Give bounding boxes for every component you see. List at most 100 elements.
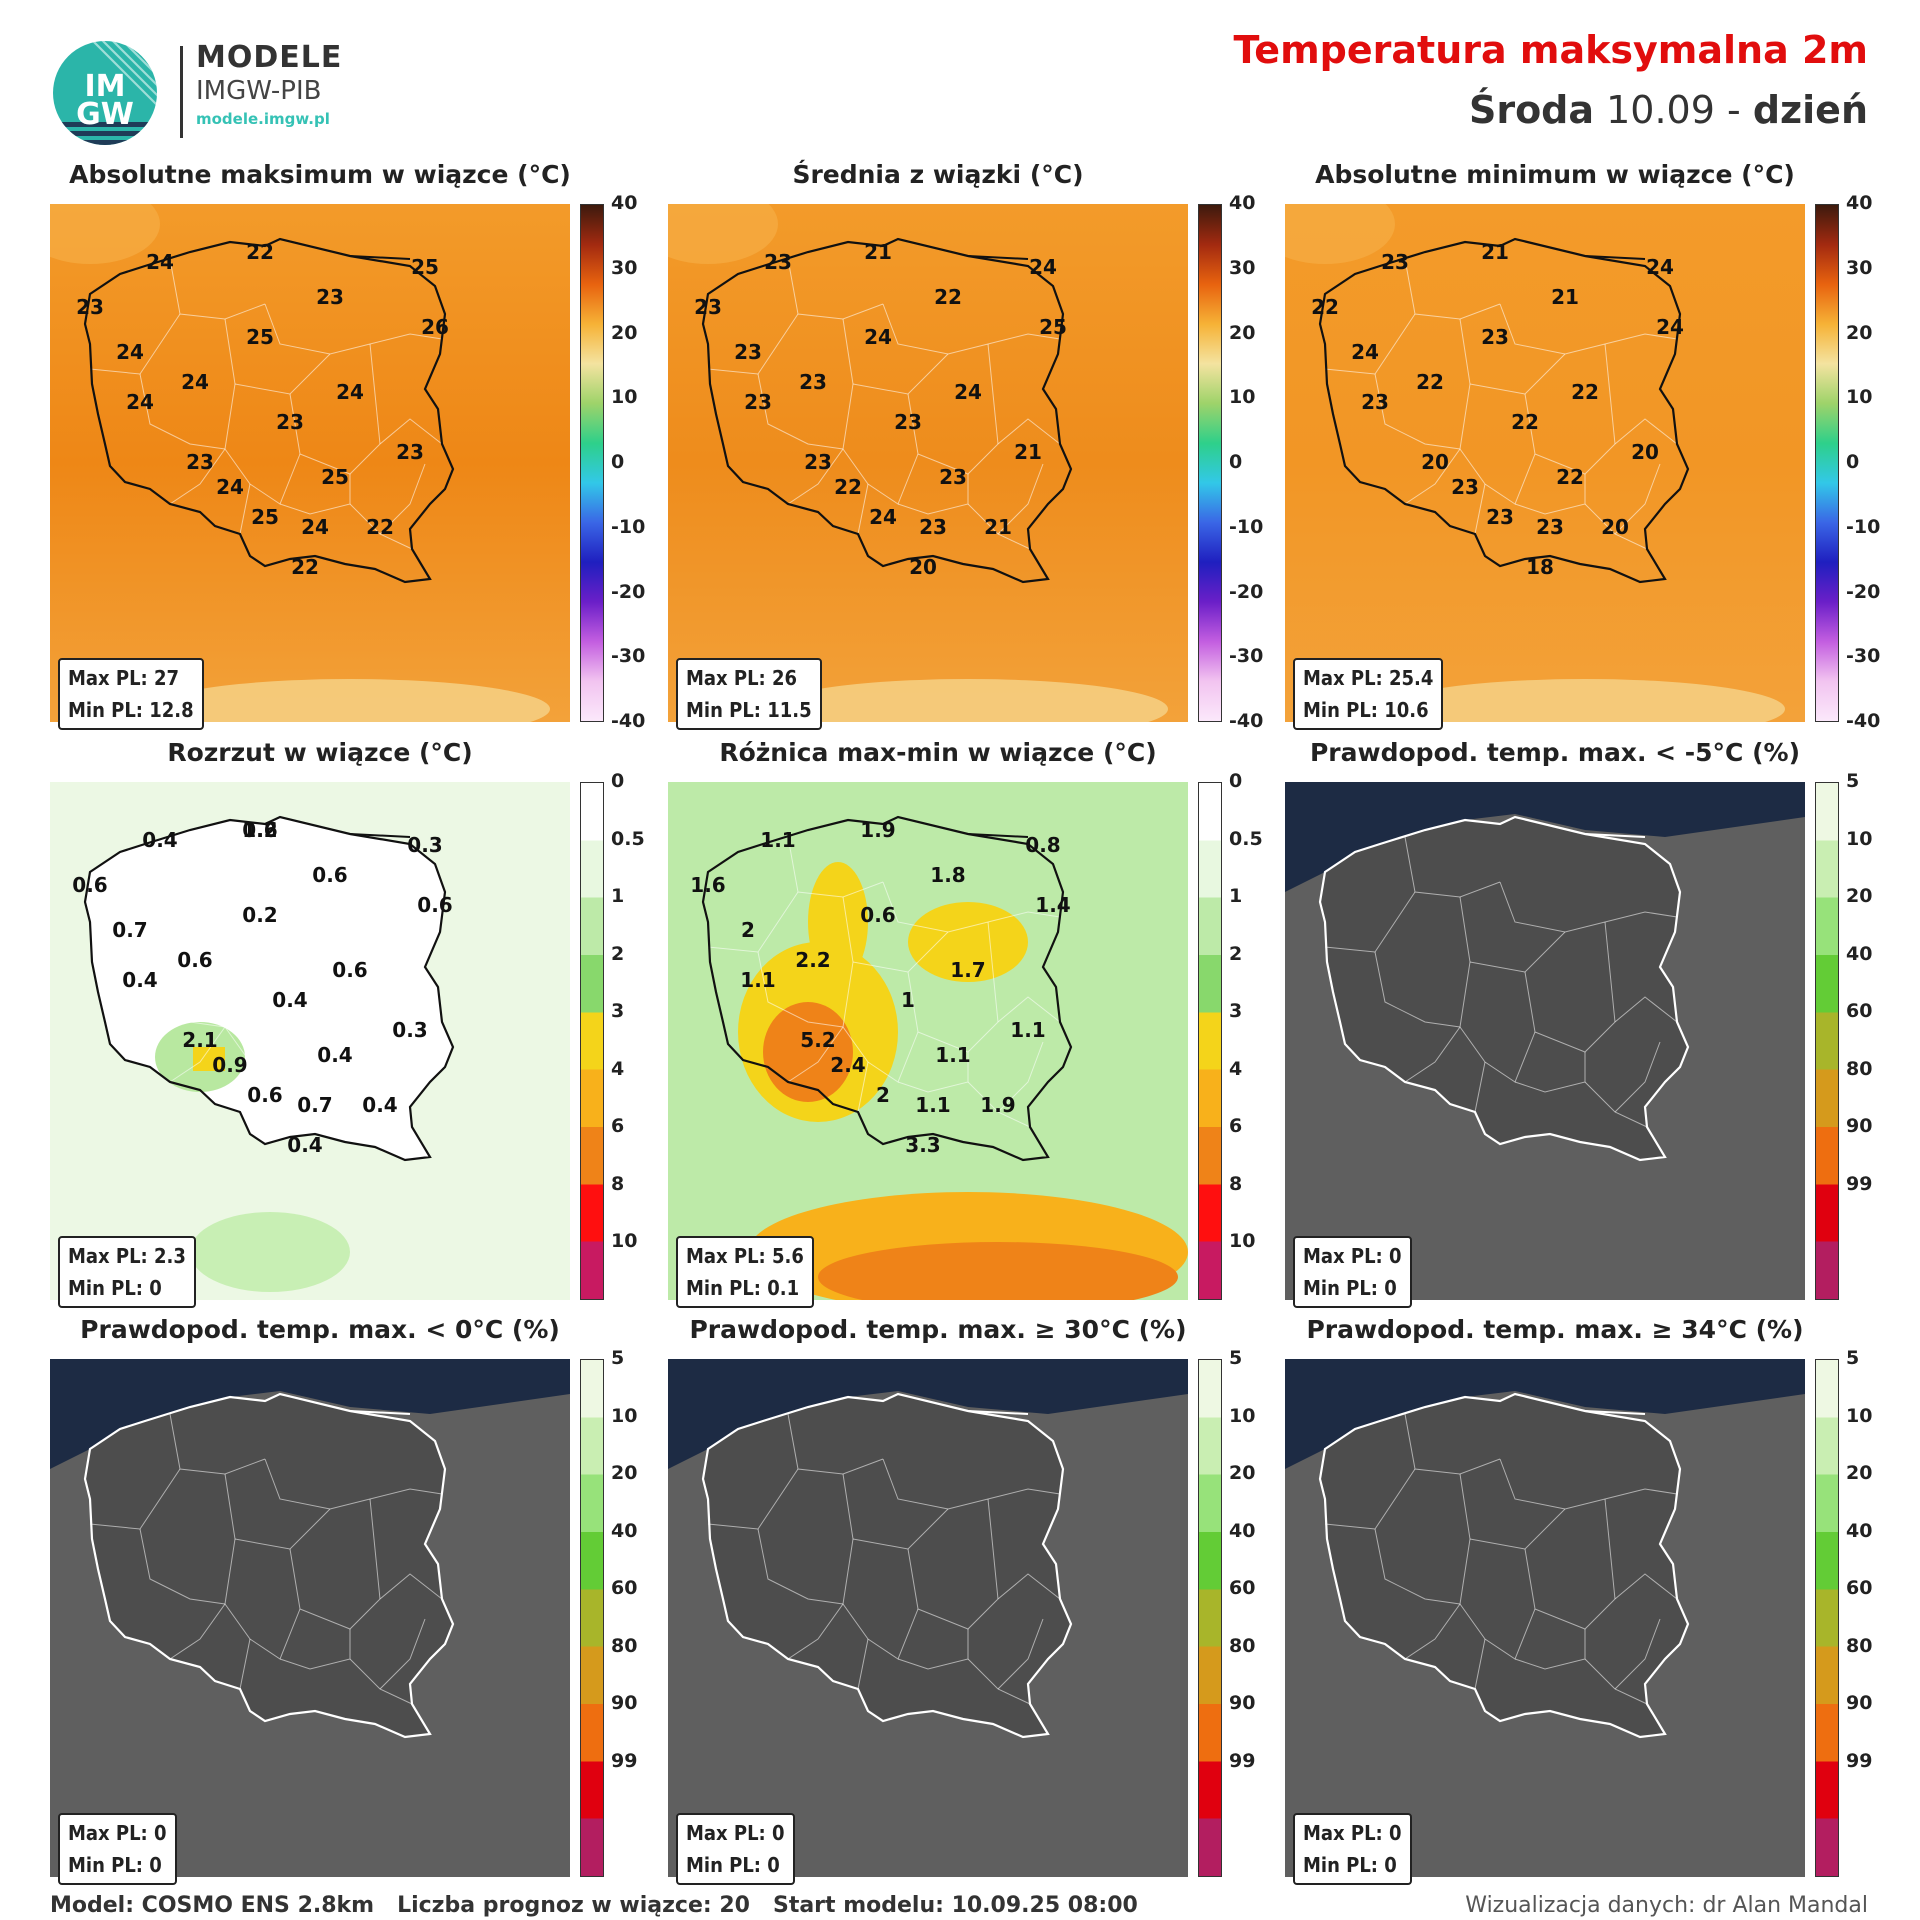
map-value-label: 0.6 <box>860 903 895 927</box>
brand-line1: MODELE <box>196 40 343 75</box>
colorbar-tick: 20 <box>1846 1462 1873 1485</box>
day-name: Środa <box>1468 88 1595 132</box>
stats-box: Max PL: 0 Min PL: 0 <box>1293 1236 1412 1308</box>
map-value-label: 2.1 <box>182 1028 217 1052</box>
colorbar-tick: 20 <box>1846 321 1873 344</box>
colorbar <box>1815 204 1839 722</box>
stat-min: Min PL: 0.1 <box>686 1276 800 1300</box>
map-value-label: 0.4 <box>272 988 307 1012</box>
map-value-label: 0.6 <box>332 958 367 982</box>
map-value-label: 22 <box>246 240 274 264</box>
map-value-label: 1.1 <box>1010 1018 1045 1042</box>
map-value-label: 22 <box>1571 380 1599 404</box>
colorbar-tick: 30 <box>1846 256 1873 279</box>
map-value-label: 3.3 <box>905 1133 940 1157</box>
colorbar-tick: 60 <box>1846 1000 1873 1023</box>
stats-box: Max PL: 5.6 Min PL: 0.1 <box>676 1236 814 1308</box>
map-value-label: 5.2 <box>800 1028 835 1052</box>
map-panel: Średnia z wiązki (°C) 21 23 24 23 22 25 24 23 23 2… <box>668 160 1268 732</box>
map-value-label: 23 <box>76 295 104 319</box>
colorbar-tick: 10 <box>1229 1404 1256 1427</box>
footer-members: Liczba prognoz w wiązce: 20 <box>397 1893 750 1918</box>
colorbar-tick: 1 <box>1229 885 1243 908</box>
map-value-label: 23 <box>1381 250 1409 274</box>
map-value-label: 21 <box>1481 240 1509 264</box>
map-value-label: 22 <box>1511 410 1539 434</box>
brand-divider <box>180 46 183 138</box>
colorbar-tick: 0.5 <box>611 827 645 850</box>
colorbar-tick: -20 <box>1846 580 1881 603</box>
colorbar-tick: 10 <box>1229 386 1256 409</box>
poland-border <box>1318 1392 1690 1739</box>
map-value-label: 2 <box>741 918 755 942</box>
map-panel: Prawdopod. temp. max. < -5°C (%) 5 10 20 40 6… <box>1285 738 1885 1308</box>
panel-title: Absolutne minimum w wiązce (°C) <box>1315 160 1795 189</box>
map-value-label: 0.4 <box>287 1133 322 1157</box>
map-value-label: 24 <box>181 370 209 394</box>
map-value-label: 23 <box>804 450 832 474</box>
colorbar-tick: 3 <box>1229 1000 1243 1023</box>
panel-title: Różnica max-min w wiązce (°C) <box>719 738 1157 767</box>
map-value-label: 1.7 <box>950 958 985 982</box>
colorbar-tick: -10 <box>1846 515 1881 538</box>
map-value-label: 23 <box>1486 505 1514 529</box>
map-value-label: 24 <box>1646 255 1674 279</box>
brand-line2: IMGW-PIB <box>196 76 322 106</box>
colorbar-tick: 10 <box>1846 827 1873 850</box>
map-canvas <box>1285 782 1805 1300</box>
colorbar-tick: -10 <box>1229 515 1264 538</box>
colorbar-tick: 30 <box>611 256 638 279</box>
colorbar-tick: 5 <box>1846 770 1860 792</box>
colorbar-tick: 0 <box>1229 770 1243 792</box>
colorbar-tick: 40 <box>1229 1519 1256 1542</box>
map-value-label: 25 <box>321 465 349 489</box>
page-subtitle: Środa 10.09 - dzień <box>1469 88 1868 132</box>
brand-url[interactable]: modele.imgw.pl <box>196 110 330 128</box>
colorbar <box>580 782 604 1300</box>
colorbar-tick: 10 <box>611 386 638 409</box>
colorbar-tick: 0 <box>1229 451 1243 473</box>
footer-credit: Wizualizacja danych: dr Alan Mandal <box>1465 1893 1868 1918</box>
map-value-label: 0.6 <box>312 863 347 887</box>
stat-min: Min PL: 0 <box>1303 1853 1397 1877</box>
map-value-label: 1.9 <box>980 1093 1015 1117</box>
map-value-label: 0.6 <box>247 1083 282 1107</box>
date: 10.09 <box>1606 88 1715 132</box>
map-canvas: 0.60.4 0.30.6 0.60.60.20.70.6 0.60.40.42.10… <box>50 782 570 1300</box>
colorbar-tick: 20 <box>611 321 638 344</box>
colorbar-tick: 99 <box>1229 1749 1256 1772</box>
stat-max: Max PL: 25.4 <box>1303 666 1434 690</box>
colorbar-tick: 60 <box>1229 1577 1256 1600</box>
map-panel: Rozrzut w wiązce (°C) 0.6 0.4 0.3 0.6 0.6 0.6 0… <box>50 738 650 1308</box>
colorbar-tick: 99 <box>1846 1749 1873 1772</box>
poland-border <box>701 1392 1073 1739</box>
map-value-label: 1.8 <box>930 863 965 887</box>
stats-box: Max PL: 26 Min PL: 11.5 <box>676 658 822 730</box>
map-canvas: 1.9 1.1 0.8 1.6 1.8 1.4 0.6 2 2.2 1.7 1.1 1 5.2 1.1 1.… <box>668 782 1188 1300</box>
map-panel: Absolutne minimum w wiązce (°C) 21 23 24 22 2… <box>1285 160 1885 732</box>
map-value-label: 26 <box>421 315 449 339</box>
map-value-label: 0.7 <box>112 918 147 942</box>
map-value-label: 22 <box>291 555 319 579</box>
map-value-label: 0.6 <box>177 948 212 972</box>
poland-border <box>1318 237 1690 584</box>
colorbar-tick: 90 <box>611 1692 638 1715</box>
colorbar-tick: 20 <box>1229 321 1256 344</box>
map-value-label: 22 <box>834 475 862 499</box>
colorbar-tick: 4 <box>611 1057 625 1080</box>
stat-min: Min PL: 0 <box>1303 1276 1397 1300</box>
colorbar-tick: 8 <box>611 1172 625 1195</box>
map-canvas <box>1285 1359 1805 1877</box>
stat-min: Min PL: 12.8 <box>68 698 194 722</box>
map-value-label: 2 <box>876 1083 890 1107</box>
colorbar-tick: -10 <box>611 515 646 538</box>
map-value-label: 20 <box>1601 515 1629 539</box>
map-value-label: 22 <box>934 285 962 309</box>
colorbar-tick: 10 <box>1846 386 1873 409</box>
colorbar-tick: 80 <box>611 1634 638 1657</box>
map-value-label: 24 <box>216 475 244 499</box>
stats-box: Max PL: 25.4 Min PL: 10.6 <box>1293 658 1444 730</box>
map-value-label: 23 <box>1361 390 1389 414</box>
